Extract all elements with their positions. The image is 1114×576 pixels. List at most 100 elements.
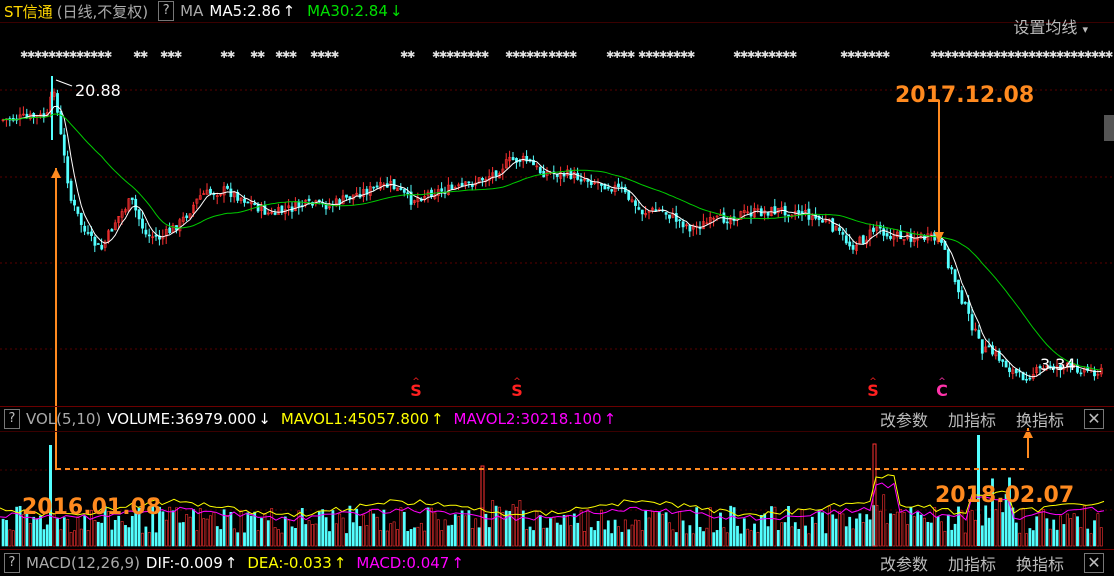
change-params-button[interactable]: 改参数 [879,555,928,574]
candle-body [688,224,692,232]
volume-bar [858,513,862,547]
volume-bar [1048,528,1052,547]
volume-bar [912,516,916,547]
candle-body [1025,378,1028,381]
volume-bar [103,505,107,547]
switch-indicator-button[interactable]: 换指标 [1015,555,1064,574]
volume-bar [742,518,746,547]
candle-body [838,227,841,231]
candle-body [892,235,896,240]
volume-bar [688,525,692,547]
volume-bar [545,527,549,547]
change-params-button[interactable]: 改参数 [879,411,928,430]
volume-bar [528,526,532,547]
candle-body [613,185,617,192]
volume-bar [855,518,858,547]
candle-body [345,194,348,198]
event-marker-icon: ✱ [775,50,783,61]
candle-body [606,186,610,189]
volume-bar [906,524,909,547]
volume-bar [32,516,36,547]
candle-body [974,328,977,331]
volume-bar [807,533,811,547]
event-marker-icon: ✱ [1021,50,1029,61]
add-indicator-button[interactable]: 加指标 [947,555,996,574]
volume-bar [1093,520,1096,547]
volume-bar [664,512,668,547]
volume-bar [623,519,627,547]
volume-bar [1035,516,1039,547]
candle-body [885,233,889,237]
volume-bar [651,511,654,547]
volume-bar [484,513,488,547]
volume-bar [266,520,270,547]
volume-bar [246,512,250,547]
volume-bar [817,510,821,547]
candle-body [1008,367,1011,373]
event-marker-icon: ✱ [90,50,98,61]
help-icon[interactable]: ? [158,1,175,21]
candle-body [1086,366,1090,371]
candle-body [1065,362,1069,367]
candle-body [413,200,416,203]
candle-body [90,231,93,236]
volume-bar [392,521,396,547]
event-marker-icon: ✱ [1084,50,1092,61]
volume-bar [759,515,763,547]
volume-bar [535,511,539,547]
volume-bar [841,513,845,547]
volume-bar [470,528,474,547]
candle-body [895,231,899,238]
volume-bar [674,532,678,547]
volume-bar [800,509,804,547]
volume-bar [498,506,501,547]
event-marker-icon: ✱ [250,50,258,61]
volume-bar [994,509,998,547]
candle-body [535,165,539,168]
candle-body [610,189,614,192]
candle-body [841,232,845,235]
trade-signal-marker: S [410,381,422,400]
event-marker-icon: ✱ [432,50,440,61]
event-marker-icon: ✱ [875,50,883,61]
close-icon[interactable]: ✕ [1084,553,1104,573]
volume-bar [8,529,12,547]
trade-signal-caret: ^ [513,377,521,387]
candle-body [205,189,209,195]
volume-bar [209,515,212,547]
volume-bar [331,510,335,547]
volume-bar [797,528,801,547]
candle-body [464,181,467,185]
scroll-handle [1104,115,1114,141]
volume-bar [56,518,59,547]
volume-bar [821,512,824,547]
volume-bar [307,520,311,547]
ma-setting-button[interactable]: 设置均线 ▾ [1013,14,1088,38]
candle-body [617,183,620,188]
event-marker-icon: ✱ [606,50,614,61]
help-icon[interactable]: ? [4,553,20,573]
stock-name[interactable]: ST信通 [4,2,53,21]
close-icon[interactable]: ✕ [1084,409,1104,429]
add-indicator-button[interactable]: 加指标 [947,411,996,430]
help-icon[interactable]: ? [4,409,20,429]
macd-value: MACD:0.047 [356,554,450,572]
volume-bar [273,527,277,547]
candle-body [494,170,498,177]
event-marker-icon: ✱ [474,50,482,61]
candle-body [967,302,971,314]
candle-body [372,186,376,189]
candle-body [22,113,25,116]
candle-body [440,188,444,192]
candle-body [113,222,117,230]
price-panel-header: ST信通 (日线,不复权) ? MA MA5:2.86 ↑ MA30:2.84 … [0,0,1114,23]
switch-indicator-button[interactable]: 换指标 [1015,411,1064,430]
volume-bar [260,518,263,547]
volume-bar [756,532,760,547]
event-marker-icon: ✱ [937,50,945,61]
volume-panel-header: ? VOL(5,10) VOLUME:36979.000 ↓ MAVOL1:45… [0,406,1114,432]
volume-bar [147,532,151,547]
volume-bar [304,524,308,547]
candle-body [491,172,495,179]
